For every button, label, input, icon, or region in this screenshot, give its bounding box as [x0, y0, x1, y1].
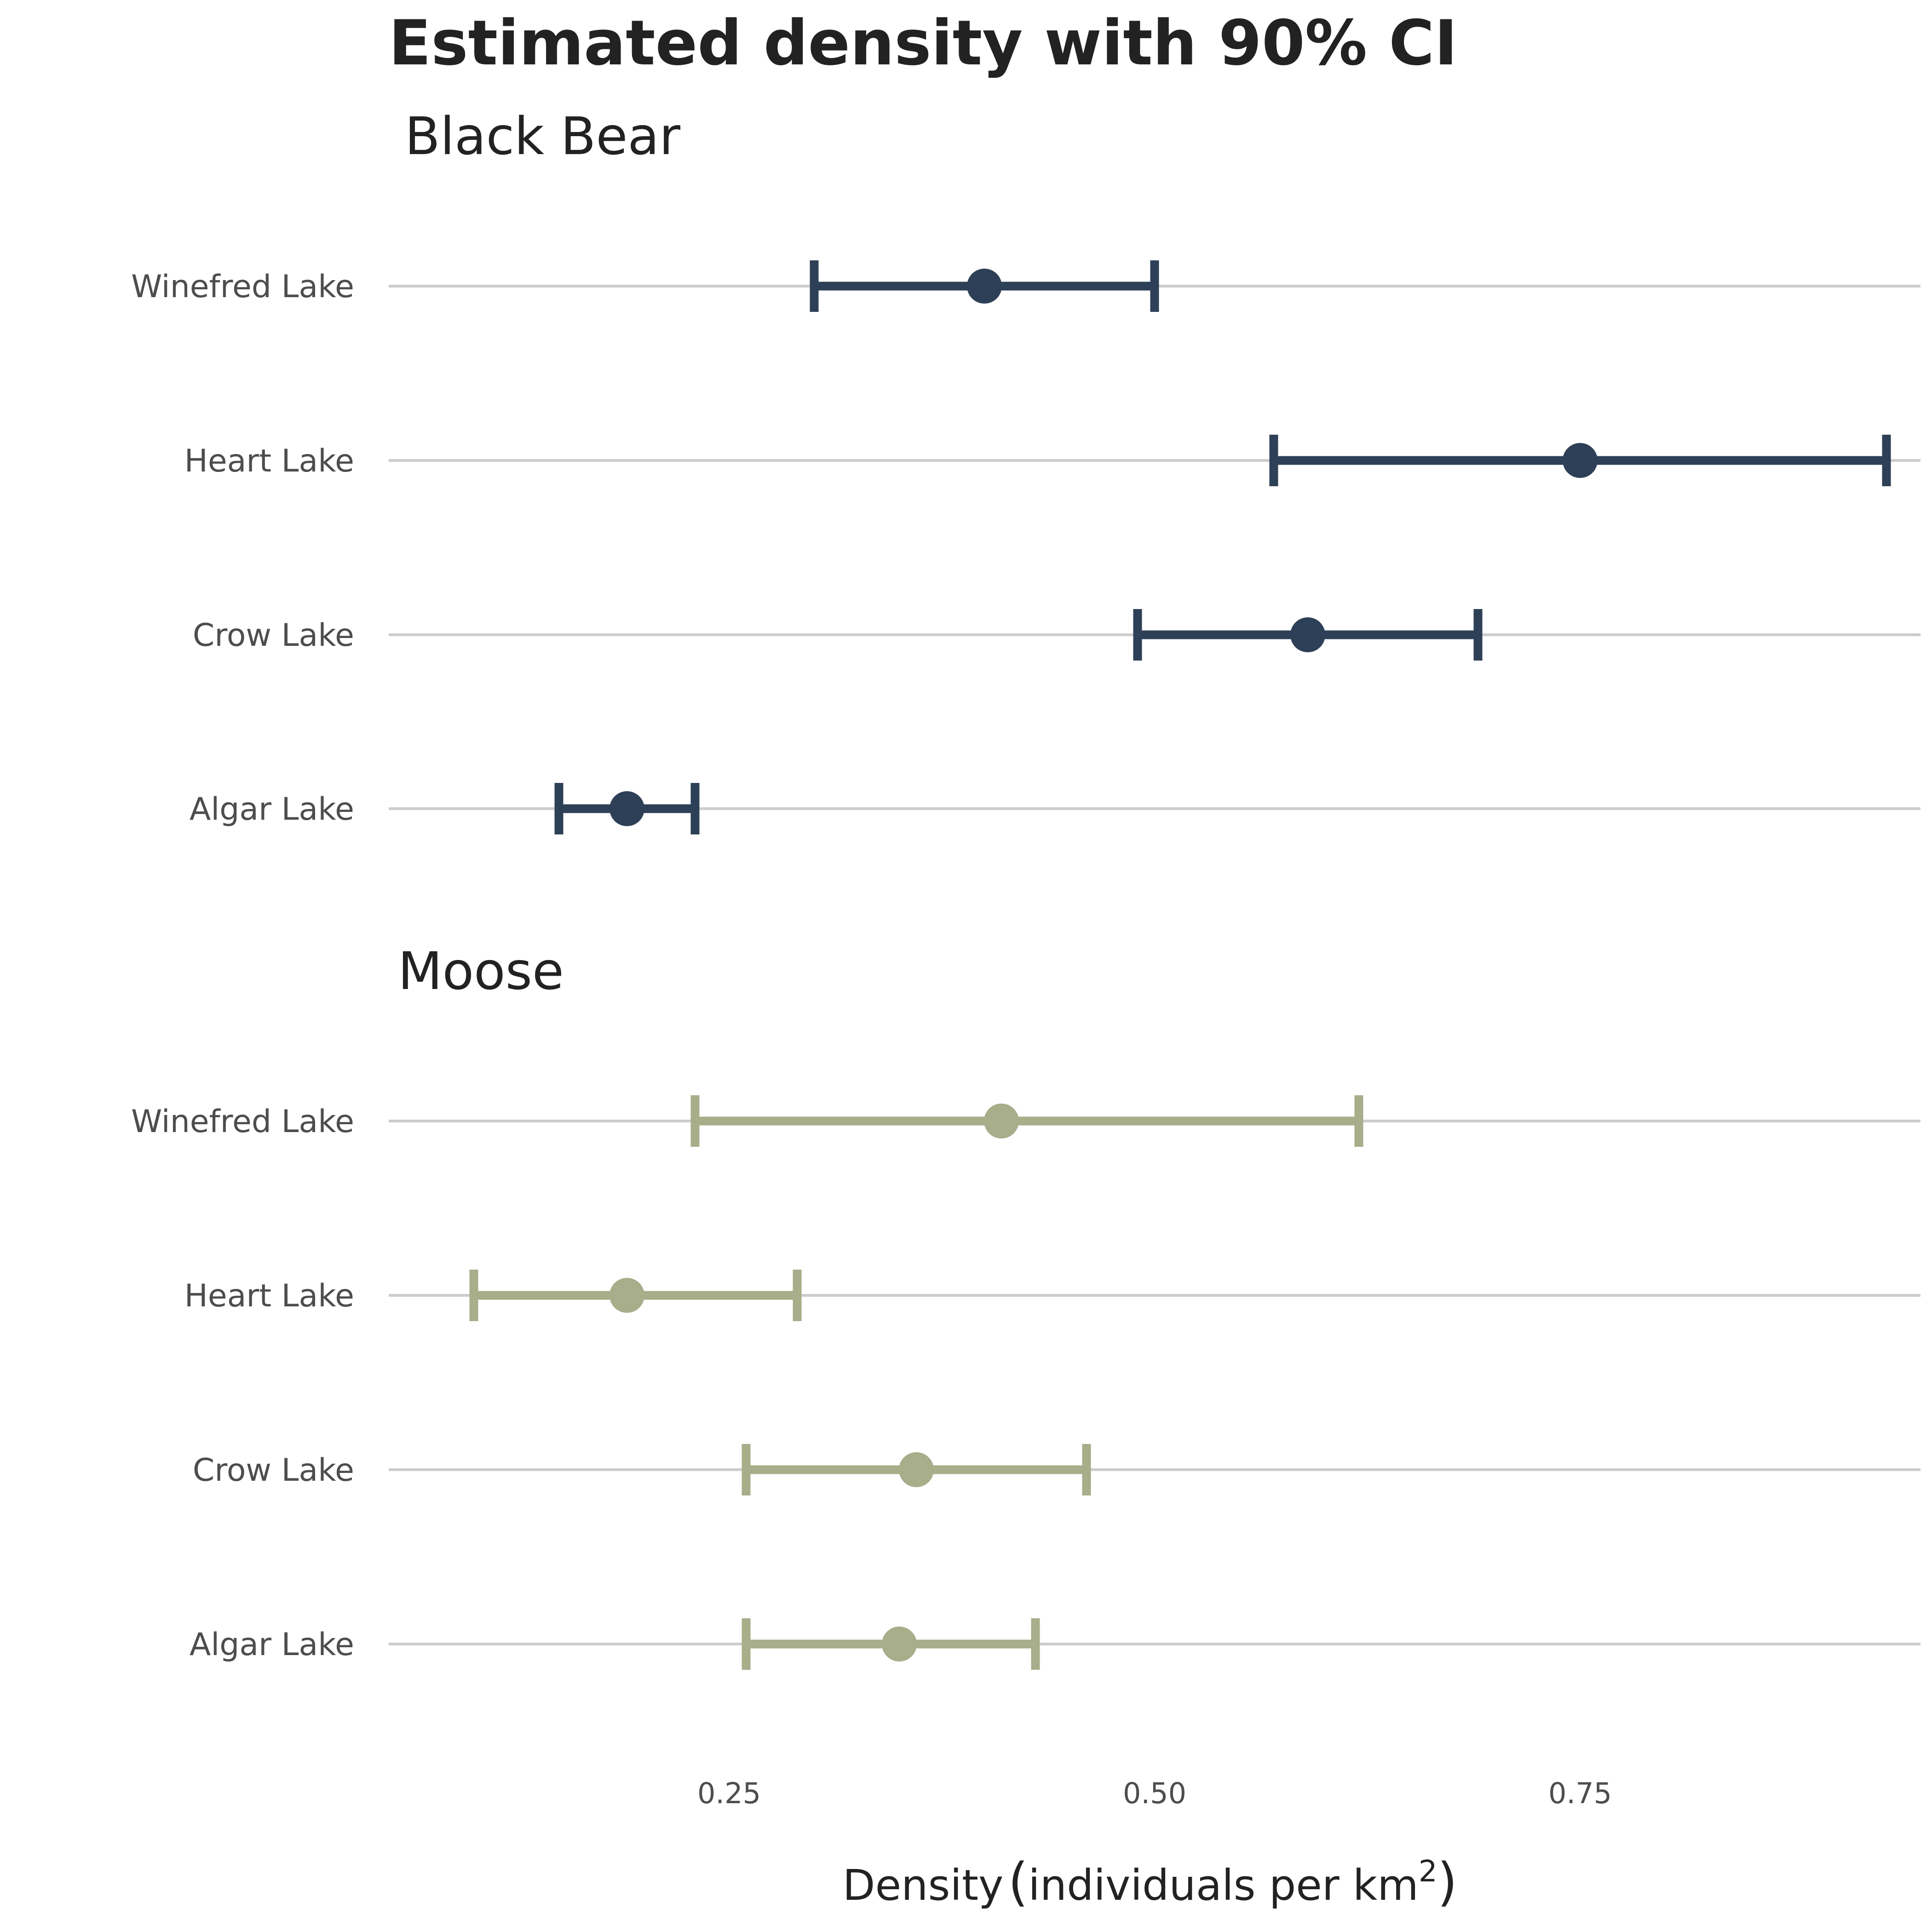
estimate-point [1290, 617, 1325, 652]
panel-title: Black Bear [405, 107, 681, 167]
estimate-point [984, 1104, 1019, 1138]
x-axis-label-close-paren: ) [1438, 1852, 1458, 1912]
estimate-point [610, 1278, 644, 1313]
y-tick-label-heart-lake: Heart Lake [184, 1278, 354, 1314]
x-axis-label-paren-text: individuals per km [1028, 1861, 1419, 1910]
y-tick-label-heart-lake: Heart Lake [184, 443, 354, 479]
panel-black-bear: Black Bear Winefred Lake Heart Lake Crow La… [131, 107, 1920, 834]
x-tick-label: 0.75 [1548, 1777, 1612, 1810]
x-axis-label: Density(individuals per km2) [843, 1852, 1458, 1912]
x-tick-label: 0.25 [697, 1777, 761, 1810]
panel-title: Moose [398, 942, 564, 1001]
estimate-point [882, 1627, 917, 1662]
panels-layer: Black Bear Winefred Lake Heart Lake Crow La… [131, 107, 1920, 1670]
y-tick-label-winefred-lake: Winefred Lake [131, 269, 354, 305]
estimate-point [899, 1452, 934, 1487]
x-axis: 0.25 0.50 0.75 [697, 1777, 1612, 1810]
estimate-point [610, 791, 644, 826]
y-tick-label-crow-lake: Crow Lake [193, 617, 354, 654]
y-tick-label-algar-lake: Algar Lake [190, 1627, 354, 1663]
x-tick-label: 0.50 [1123, 1777, 1186, 1810]
x-axis-label-main: Density [843, 1861, 1004, 1910]
chart-title: Estimated density with 90% CI [389, 7, 1457, 79]
x-axis-label-open-paren: ( [1008, 1852, 1029, 1912]
panel-moose: Moose Winefred Lake Heart Lake Crow Lake Alg… [131, 942, 1920, 1670]
y-tick-label-algar-lake: Algar Lake [190, 791, 354, 828]
estimate-point [1563, 443, 1598, 478]
y-tick-label-winefred-lake: Winefred Lake [131, 1104, 354, 1140]
x-axis-label-superscript: 2 [1419, 1855, 1438, 1889]
estimate-point [967, 269, 1002, 304]
y-tick-label-crow-lake: Crow Lake [193, 1452, 354, 1489]
